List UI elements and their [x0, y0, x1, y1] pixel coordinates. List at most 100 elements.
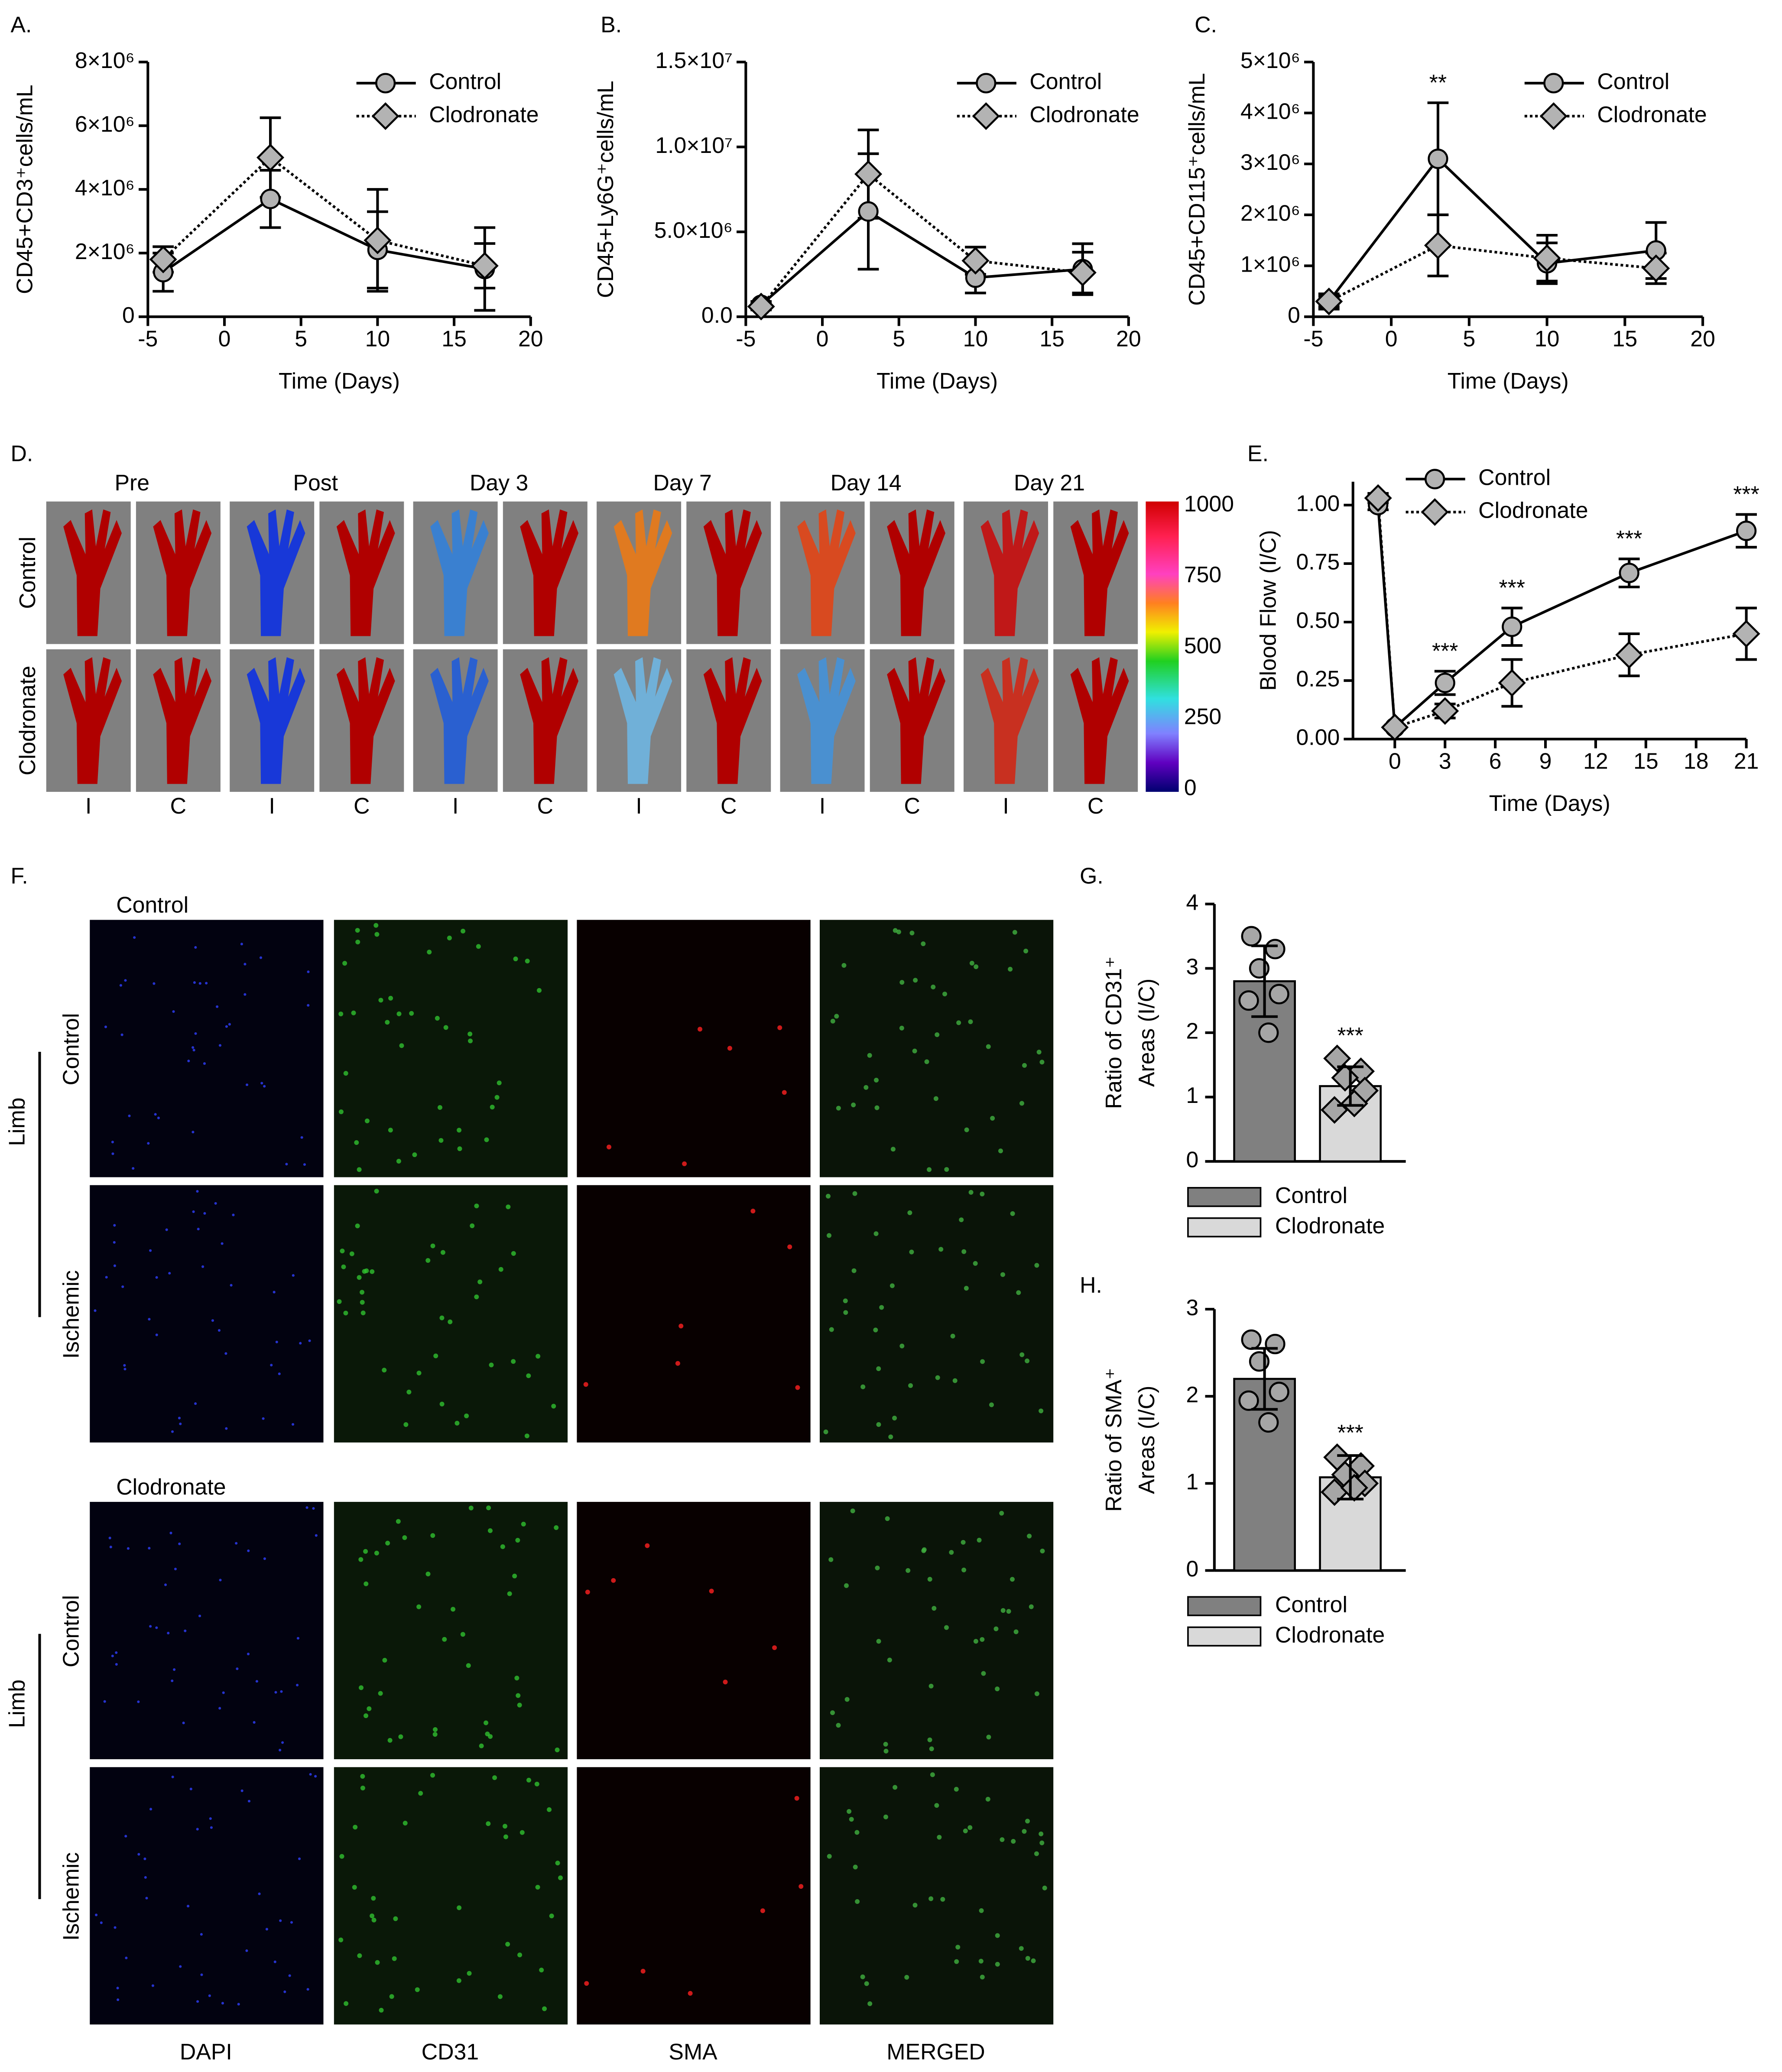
micrograph-speck	[874, 1077, 879, 1083]
micrograph-speck	[551, 1404, 556, 1409]
micrograph-speck	[850, 1508, 855, 1514]
micrograph-speck	[498, 1267, 503, 1272]
micrograph-speck	[240, 1789, 243, 1792]
micrograph-speck	[115, 1663, 118, 1666]
y-tick-label: 4	[1186, 890, 1199, 915]
hand-image	[430, 509, 489, 636]
micrograph-speck	[209, 1817, 212, 1820]
micrograph-speck	[133, 936, 136, 939]
annotation: ***	[1432, 638, 1458, 663]
micrograph-speck	[494, 1095, 500, 1100]
hand-image	[63, 509, 122, 636]
micrograph-speck	[357, 1167, 362, 1172]
data-point	[1331, 1064, 1359, 1092]
micrograph-speck	[352, 1885, 357, 1890]
data-point	[1340, 1090, 1368, 1118]
panel-label: F.	[10, 863, 28, 888]
micrograph-speck	[385, 1540, 390, 1546]
micrograph-speck	[265, 1928, 268, 1931]
y-tick-label: 0	[1186, 1556, 1199, 1581]
micrograph-speck	[409, 1011, 414, 1016]
y-tick-label: 5.0×10⁶	[654, 217, 733, 243]
micrograph-speck	[157, 1116, 160, 1119]
micrograph-speck	[312, 1507, 315, 1510]
micrograph-speck	[525, 959, 530, 964]
y-tick-label: 6×10⁶	[75, 111, 135, 136]
micrograph-speck	[912, 1048, 917, 1054]
micrograph-speck	[127, 1547, 130, 1550]
micrograph-speck	[879, 1305, 884, 1310]
y-tick-label: 0	[1186, 1147, 1199, 1172]
micrograph-speck	[968, 1190, 974, 1195]
annotation: ***	[1499, 575, 1525, 600]
micrograph-speck	[382, 1657, 387, 1663]
micrograph-speck	[973, 1261, 978, 1266]
micrograph-speck	[221, 2002, 224, 2005]
micrograph-speck	[873, 1231, 879, 1236]
micrograph-speck	[490, 1105, 495, 1110]
micrograph-speck	[823, 1429, 828, 1434]
y-tick-label: 1.5×10⁷	[655, 48, 733, 73]
micrograph-speck	[270, 1364, 273, 1367]
hand-image	[520, 657, 579, 784]
micrograph-speck	[467, 1031, 473, 1037]
micrograph-speck	[874, 1105, 880, 1110]
micrograph-speck	[1016, 1290, 1021, 1295]
micrograph-speck	[153, 982, 156, 985]
legend-swatch	[1187, 1217, 1262, 1238]
micrograph-speck	[113, 1264, 116, 1267]
micrograph-speck	[148, 1547, 151, 1550]
y-tick-label: 3	[1186, 1295, 1199, 1320]
micrograph-speck	[196, 2000, 199, 2003]
legend-label: Control	[1275, 1183, 1347, 1208]
micrograph-speck	[435, 1015, 440, 1021]
micrograph-speck	[194, 946, 197, 949]
micrograph-speck	[750, 1209, 756, 1214]
micrograph-speck	[314, 1775, 317, 1778]
micrograph-speck	[111, 1654, 114, 1657]
micrograph-speck	[203, 1212, 206, 1215]
legend-label: Control	[1275, 1592, 1347, 1617]
micrograph-speck	[777, 1025, 782, 1030]
micrograph-speck	[1034, 1691, 1039, 1696]
hand-image	[336, 509, 395, 636]
data-point	[1258, 1412, 1279, 1433]
micrograph-speck	[351, 1010, 356, 1015]
side-label: Limb	[4, 1680, 29, 1728]
hand-image	[797, 509, 856, 636]
micrograph-speck	[841, 963, 847, 968]
micrograph-speck	[476, 944, 481, 949]
micrograph-speck	[873, 1327, 878, 1333]
y-tick-label: 2×10⁶	[1240, 201, 1300, 226]
legend-label: Control	[1029, 69, 1102, 94]
micrograph-speck	[995, 1686, 1000, 1692]
micrograph-speck	[104, 1025, 107, 1028]
panel-label: B.	[600, 12, 622, 37]
x-tick-label: 9	[1539, 749, 1552, 774]
y-tick-label: 2	[1186, 1382, 1199, 1407]
micrograph-speck	[904, 1975, 909, 1980]
micrograph-speck	[393, 1916, 398, 1921]
x-tick-label: 18	[1684, 749, 1709, 774]
micrograph-speck	[237, 2003, 240, 2006]
side-label: Limb	[4, 1097, 29, 1146]
limb-label: C	[1087, 793, 1104, 818]
hand-image	[980, 657, 1039, 784]
micrograph-speck	[935, 1375, 940, 1380]
legend-label: Clodronate	[1029, 102, 1139, 127]
hand-image	[247, 657, 305, 784]
limb-label: I	[269, 793, 275, 818]
micrograph-speck	[457, 1146, 462, 1151]
micrograph-speck	[938, 1247, 944, 1252]
micrograph-speck	[121, 1285, 124, 1288]
micrograph-speck	[196, 1190, 199, 1193]
micrograph-speck	[360, 1786, 365, 1790]
micrograph-speck	[1012, 930, 1017, 935]
micrograph-speck	[149, 1249, 152, 1252]
micrograph-speck	[981, 1671, 986, 1676]
micrograph-speck	[438, 1138, 444, 1143]
micrograph-speck	[782, 1090, 787, 1095]
y-tick-label: 1	[1186, 1083, 1199, 1108]
annotation: ***	[1337, 1420, 1363, 1445]
micrograph-speck	[893, 1785, 898, 1790]
